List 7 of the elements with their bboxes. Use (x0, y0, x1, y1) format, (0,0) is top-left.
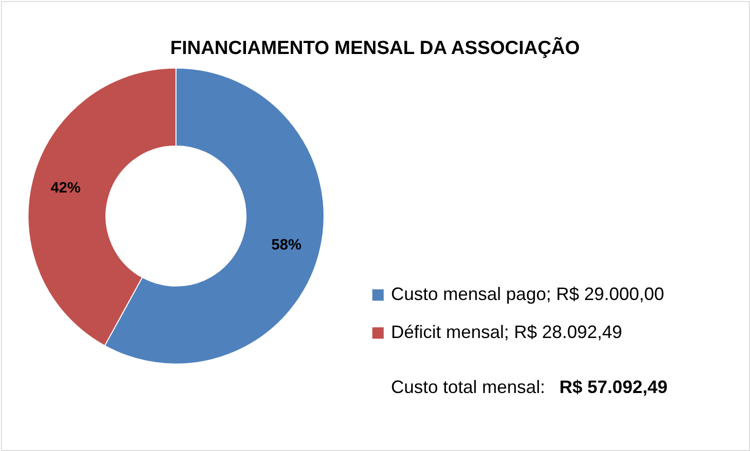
data-label: 42% (50, 180, 81, 197)
text: Custo total mensal: (391, 377, 546, 397)
chart-title: FINANCIAMENTO MENSAL DA ASSOCIAÇÃO (170, 37, 580, 59)
legend-label: Custo mensal pago; R$ 29.000,00 (391, 284, 664, 304)
data-label: 58% (271, 236, 302, 254)
legend-label: Déficit mensal; R$ 28.092,49 (391, 322, 622, 342)
text: R$ 57.092,49 (559, 377, 668, 397)
